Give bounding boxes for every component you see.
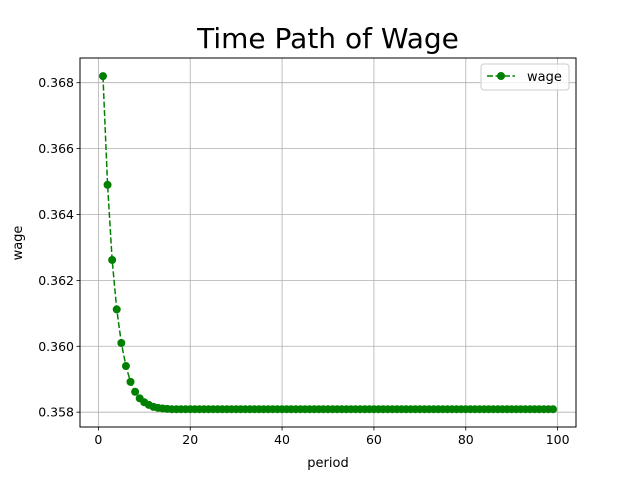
legend: wage xyxy=(480,63,570,91)
y-tick-label: 0.360 xyxy=(38,339,74,354)
x-tick-label: 60 xyxy=(366,432,382,447)
x-tick-label: 40 xyxy=(274,432,290,447)
data-point xyxy=(121,362,130,371)
y-tick-label: 0.366 xyxy=(38,141,74,156)
grid xyxy=(80,58,576,427)
plot-frame xyxy=(79,57,577,428)
y-axis-label: wage xyxy=(11,226,26,261)
chart-title: Time Path of Wage xyxy=(196,22,459,55)
legend-label-wage: wage xyxy=(527,70,562,85)
legend-marker-sample xyxy=(497,72,505,80)
plot-background xyxy=(80,58,576,427)
x-tick-label: 20 xyxy=(182,432,198,447)
data-point xyxy=(112,305,121,314)
x-axis-label: period xyxy=(307,456,348,471)
axis-ticks: 0 20 40 60 80 100 0.358 0.360 0.362 0.364 0.366 0.3… xyxy=(38,75,569,447)
x-tick-label: 0 xyxy=(94,432,102,447)
data-point xyxy=(117,338,126,347)
x-tick-label: 80 xyxy=(458,432,474,447)
data-point xyxy=(98,72,107,81)
data-point xyxy=(549,405,558,414)
legend-box xyxy=(480,63,570,91)
data-point xyxy=(103,180,112,189)
series-wage xyxy=(98,72,558,414)
data-point xyxy=(131,387,140,396)
data-point xyxy=(108,255,117,264)
y-tick-label: 0.358 xyxy=(38,405,74,420)
y-tick-label: 0.368 xyxy=(38,75,74,90)
data-point xyxy=(126,377,135,386)
y-tick-label: 0.364 xyxy=(38,207,74,222)
x-tick-label: 100 xyxy=(546,432,570,447)
y-tick-label: 0.362 xyxy=(38,273,74,288)
